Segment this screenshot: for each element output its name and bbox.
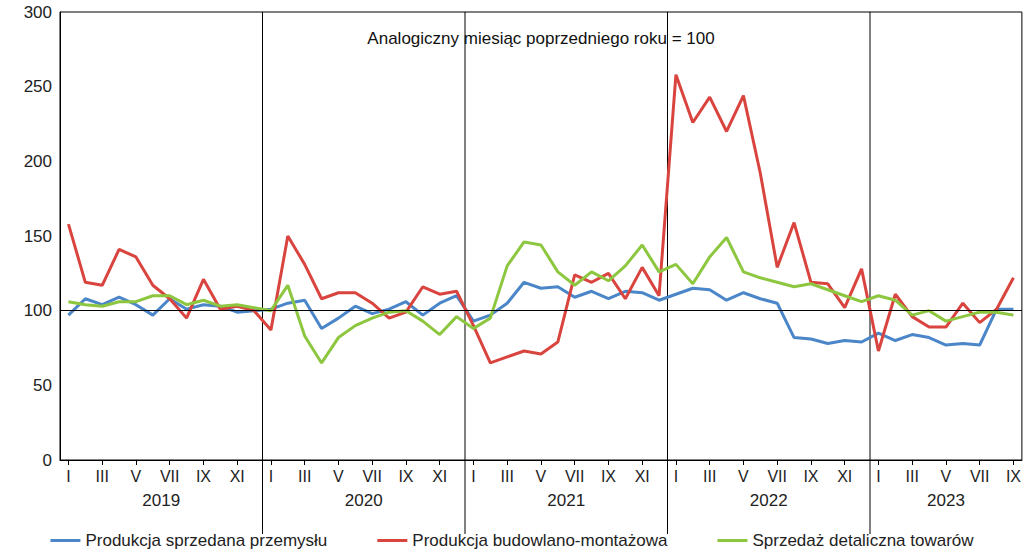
svg-text:V: V xyxy=(333,468,344,485)
svg-text:XI: XI xyxy=(635,468,650,485)
svg-text:V: V xyxy=(738,468,749,485)
svg-text:VII: VII xyxy=(362,468,382,485)
svg-text:Sprzedaż detaliczna towarów: Sprzedaż detaliczna towarów xyxy=(752,531,974,550)
svg-text:I: I xyxy=(269,468,273,485)
svg-text:VII: VII xyxy=(160,468,180,485)
svg-text:0: 0 xyxy=(43,451,52,470)
svg-text:IX: IX xyxy=(398,468,413,485)
svg-text:VII: VII xyxy=(767,468,787,485)
svg-text:Produkcja budowlano-montażowa: Produkcja budowlano-montażowa xyxy=(412,531,668,550)
svg-text:IX: IX xyxy=(601,468,616,485)
svg-text:III: III xyxy=(96,468,109,485)
svg-text:IX: IX xyxy=(803,468,818,485)
svg-text:2019: 2019 xyxy=(142,491,180,510)
svg-text:III: III xyxy=(906,468,919,485)
svg-text:V: V xyxy=(131,468,142,485)
svg-text:Produkcja sprzedana przemysłu: Produkcja sprzedana przemysłu xyxy=(85,531,327,550)
svg-text:2020: 2020 xyxy=(345,491,383,510)
svg-text:I: I xyxy=(674,468,678,485)
svg-text:XI: XI xyxy=(230,468,245,485)
svg-text:III: III xyxy=(703,468,716,485)
svg-text:300: 300 xyxy=(24,3,52,22)
svg-text:VII: VII xyxy=(565,468,585,485)
svg-text:I: I xyxy=(471,468,475,485)
svg-text:Analogiczny miesiąc poprzednie: Analogiczny miesiąc poprzedniego roku = … xyxy=(367,29,714,48)
svg-text:V: V xyxy=(941,468,952,485)
svg-text:XI: XI xyxy=(837,468,852,485)
svg-text:IX: IX xyxy=(196,468,211,485)
svg-text:III: III xyxy=(501,468,514,485)
svg-text:VII: VII xyxy=(970,468,990,485)
svg-text:2023: 2023 xyxy=(927,491,965,510)
svg-text:250: 250 xyxy=(24,77,52,96)
svg-text:I: I xyxy=(66,468,70,485)
svg-text:2022: 2022 xyxy=(750,491,788,510)
svg-text:III: III xyxy=(298,468,311,485)
svg-text:50: 50 xyxy=(33,376,52,395)
svg-text:150: 150 xyxy=(24,227,52,246)
svg-text:I: I xyxy=(876,468,880,485)
svg-text:200: 200 xyxy=(24,152,52,171)
svg-text:100: 100 xyxy=(24,301,52,320)
svg-text:2021: 2021 xyxy=(547,491,585,510)
svg-text:XI: XI xyxy=(432,468,447,485)
svg-text:IX: IX xyxy=(1006,468,1021,485)
svg-text:V: V xyxy=(536,468,547,485)
